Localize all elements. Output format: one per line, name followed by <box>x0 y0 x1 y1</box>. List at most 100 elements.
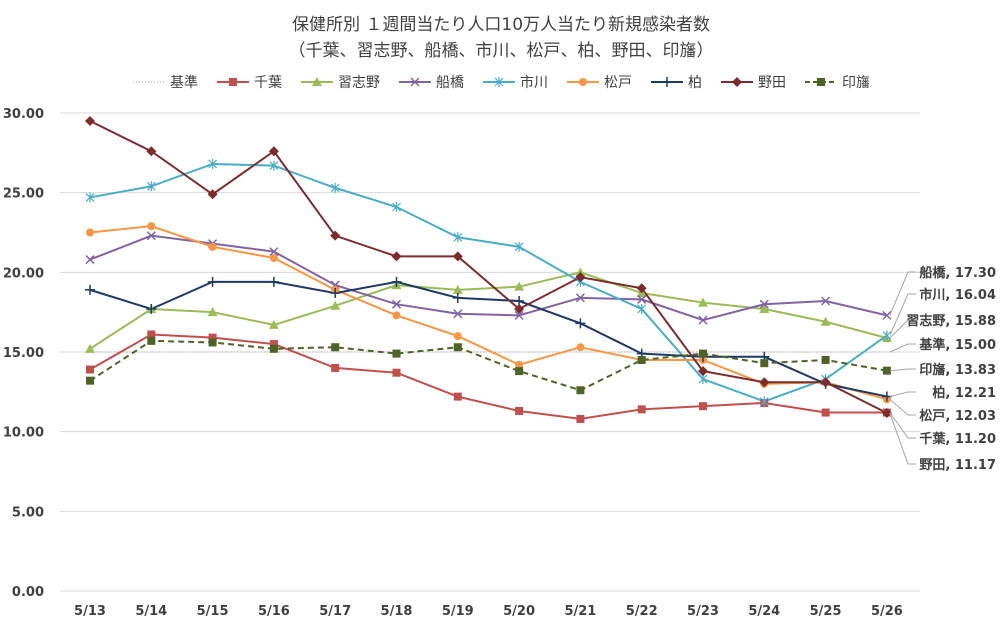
y-tick-label: 15.00 <box>3 346 44 361</box>
data-point <box>330 300 341 310</box>
legend-swatch <box>217 78 249 86</box>
data-point <box>391 251 402 262</box>
data-point <box>514 303 525 314</box>
data-point <box>208 333 217 342</box>
y-tick-label: 10.00 <box>3 426 44 441</box>
y-tick-label: 5.00 <box>12 505 44 520</box>
data-point <box>759 396 769 407</box>
data-point <box>882 366 891 375</box>
data-point <box>330 288 341 299</box>
data-point <box>698 297 708 307</box>
data-point <box>146 231 156 241</box>
data-point <box>453 232 463 243</box>
data-point <box>576 414 585 423</box>
data-point <box>514 281 525 291</box>
series-line <box>89 339 888 392</box>
data-point <box>269 253 278 262</box>
legend-label: 松戸 <box>604 75 632 91</box>
series-markers <box>85 115 892 423</box>
legend-label: 千葉 <box>254 75 282 91</box>
data-point <box>515 360 524 369</box>
data-point <box>85 343 95 353</box>
leader-line <box>889 319 916 339</box>
chart-title: 保健所別 １週間当たり人口10万人当たり新規感染者数 <box>291 15 711 35</box>
legend-item: 習志野 <box>300 72 380 92</box>
data-point <box>330 182 340 193</box>
x-tick-label: 5/24 <box>748 604 780 619</box>
data-point <box>208 158 218 169</box>
legend-swatch <box>483 77 515 87</box>
x-tick-label: 5/14 <box>135 604 167 619</box>
data-point <box>268 146 279 157</box>
y-tick-label: 30.00 <box>3 107 44 122</box>
data-point <box>392 311 401 320</box>
end-label: 習志野, 15.88 <box>906 313 996 329</box>
legend: 基準 千葉 習志野 船橋 市川 松戸 柏 野田 印旛 <box>0 72 1002 92</box>
data-point <box>147 330 156 339</box>
y-tick-label: 0.00 <box>12 585 44 600</box>
leader-line <box>889 343 916 353</box>
data-point <box>392 202 401 213</box>
data-point <box>452 251 463 262</box>
data-point <box>86 228 94 237</box>
data-point <box>637 355 646 364</box>
data-point <box>759 299 769 309</box>
gridlines <box>60 112 920 592</box>
data-point <box>575 272 586 283</box>
end-label: 柏, 12.21 <box>932 385 996 401</box>
data-point <box>85 192 95 203</box>
leader-line <box>889 398 916 416</box>
chart-subtitle: （千葉、習志野、船橋、市川、松戸、柏、野田、印旛） <box>288 41 714 61</box>
data-point <box>515 406 524 415</box>
data-point <box>882 310 892 320</box>
data-point <box>820 377 831 388</box>
data-point <box>637 405 646 414</box>
data-point <box>207 276 218 287</box>
x-tick-label: 5/13 <box>74 604 106 619</box>
data-point <box>821 355 830 364</box>
x-tick-label: 5/20 <box>503 604 535 619</box>
data-point <box>207 189 218 200</box>
data-point <box>453 343 462 352</box>
end-label: 基準, 15.00 <box>918 337 996 353</box>
legend-swatch <box>301 77 333 86</box>
data-point <box>208 242 217 251</box>
series-line <box>89 271 888 350</box>
leader-line <box>889 368 916 372</box>
legend-item: 印旛 <box>804 72 870 92</box>
legend-label: 柏 <box>688 75 702 91</box>
end-label: 印旛, 13.83 <box>919 362 996 378</box>
data-point <box>146 181 156 192</box>
end-label: 千葉, 11.20 <box>919 431 996 447</box>
data-point <box>575 267 586 277</box>
y-axis: 0.00 5.00 10.00 15.00 20.00 25.00 30.00 <box>3 107 44 600</box>
x-tick-label: 5/16 <box>258 604 290 619</box>
data-point <box>146 303 157 314</box>
data-point <box>392 368 401 377</box>
y-tick-label: 25.00 <box>3 187 44 202</box>
leader-line <box>889 293 916 336</box>
x-tick-label: 5/26 <box>871 604 903 619</box>
x-tick-label: 5/17 <box>319 604 351 619</box>
data-point <box>269 344 278 353</box>
data-point <box>637 303 647 314</box>
data-point <box>453 332 462 341</box>
data-point <box>85 115 95 126</box>
data-point <box>331 363 340 372</box>
data-point <box>575 318 586 329</box>
data-point <box>882 330 892 341</box>
data-point <box>821 296 831 306</box>
data-point <box>759 303 770 313</box>
data-point <box>575 293 585 303</box>
x-tick-label: 5/21 <box>564 604 596 619</box>
series-line <box>89 333 887 420</box>
data-point <box>514 241 524 252</box>
data-point <box>576 386 585 395</box>
legend-label: 野田 <box>758 75 786 91</box>
series-lines <box>89 120 888 420</box>
x-tick-label: 5/22 <box>626 604 658 619</box>
legend-item: 松戸 <box>566 72 632 92</box>
legend-swatch <box>651 77 683 87</box>
x-tick-label: 5/18 <box>381 604 413 619</box>
